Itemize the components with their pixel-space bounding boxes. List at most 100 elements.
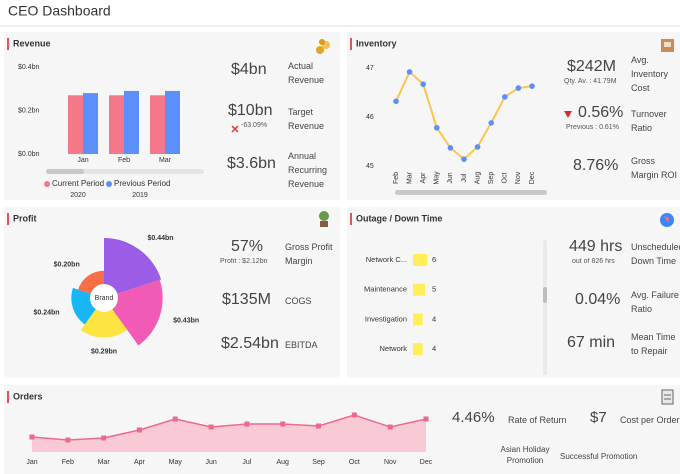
center-label: Brand (95, 295, 114, 302)
value-label: $0.44bn (147, 235, 173, 242)
x-tick-label: Jan (26, 459, 37, 466)
value-label: 4 (432, 314, 436, 323)
point (406, 69, 413, 75)
kpi-value: $135M (222, 291, 271, 308)
kpi-label: Avg. Failure Ratio (631, 290, 679, 314)
bar (68, 95, 83, 154)
kpi-value-box: 0.56% (578, 104, 623, 121)
kpi-label: Annual Recurring Revenue (288, 151, 328, 189)
kpi-value: 4.46% (452, 409, 495, 426)
bar (413, 313, 423, 326)
kpi-value: $10bn (228, 102, 273, 119)
kpi-value-box: 57% (231, 238, 263, 255)
value-label: $0.43bn (173, 317, 199, 324)
kpi-note: Profit : $2.12bn (220, 258, 268, 265)
globe-icon (660, 213, 674, 227)
scrollbar-track (46, 169, 204, 174)
kpi-label: EBITDA (285, 340, 318, 350)
title-accent (350, 38, 352, 50)
promotion: Successful Promotion (560, 452, 638, 461)
kpi-label-box: EBITDA (285, 340, 318, 350)
center-hole (90, 284, 118, 312)
kpi-value-box: 449 hrs (569, 238, 622, 255)
kpi-value-box: $2.54bn (221, 335, 279, 352)
kpi-label: Target Revenue (288, 107, 325, 131)
kpi-note-box: Qty. Av. : 41.79M (564, 78, 617, 85)
point (474, 144, 481, 150)
panel-icons (316, 39, 674, 405)
point (488, 120, 495, 126)
y-tick-label: $0.4bn (18, 64, 40, 71)
kpi-label-box: Mean Time to Repair (631, 332, 676, 356)
sector (104, 238, 162, 298)
kpi-label-box: Annual Recurring Revenue (288, 151, 328, 189)
kpi-value-box: $3.6bn (227, 155, 276, 172)
sector (80, 298, 128, 338)
kpi-value-box: $7 (590, 409, 607, 426)
kpi-label-box: Cost per Order (620, 415, 680, 425)
kpi-label-box: Rate of Return (508, 415, 567, 425)
panel-title: Orders (13, 391, 43, 401)
bar (109, 95, 124, 154)
kpi-label: Cost per Order (620, 415, 680, 425)
point (387, 424, 393, 430)
x-tick-label: Mar (406, 171, 413, 184)
x-tick-label: Jun (205, 459, 216, 466)
x-tick-label: Feb (393, 172, 400, 184)
kpi-value-box: 4.46% (452, 409, 495, 426)
panel-title: Revenue (13, 38, 51, 48)
kpi-label-box: COGS (285, 296, 312, 306)
kpi-value-box: $4bn (231, 61, 267, 78)
y-tick-label: $0.2bn (18, 107, 40, 114)
point (420, 81, 427, 87)
kpi-label: Rate of Return (508, 415, 567, 425)
point (351, 412, 357, 418)
kpi-label: Gross Profit Margin (285, 242, 333, 266)
kpi-note: Qty. Av. : 41.79M (564, 78, 617, 85)
y-tick-label: 46 (366, 114, 374, 121)
point (393, 98, 399, 105)
promotion: Asian Holiday Promotion (500, 445, 550, 465)
x-tick-label: Jul (461, 173, 468, 182)
value-label: 6 (432, 255, 436, 264)
kpi-label-box: Unscheduled Down Time (631, 242, 680, 266)
legend-dot (44, 181, 50, 187)
point (529, 83, 535, 89)
scrollbar-track (543, 240, 547, 375)
point (244, 421, 250, 427)
point (447, 145, 454, 151)
kpi-label: Gross Margin ROI (631, 156, 678, 180)
legend-label: Previous Period (114, 179, 170, 188)
point (280, 421, 286, 427)
bar (150, 95, 165, 154)
value-label: $0.20bn (54, 261, 80, 268)
x-tick-label: May (169, 459, 183, 466)
title-accent (7, 38, 9, 50)
x-tick-label: Oct (349, 459, 360, 466)
point (316, 423, 322, 429)
promotion-box: Asian Holiday Promotion (500, 445, 550, 465)
point (172, 416, 178, 422)
x-tick-label: May (434, 171, 441, 185)
x-tick-label: Apr (420, 172, 427, 184)
bar (413, 254, 428, 266)
point (101, 435, 107, 441)
x-tick-label: Sep (312, 459, 325, 466)
kpi-label-box: Turnover Ratio (631, 109, 667, 133)
kpi-note-box: -63.09% (241, 122, 268, 129)
point (208, 424, 214, 430)
scrollbar-thumb (46, 169, 84, 174)
kpi-label-box: Target Revenue (288, 107, 325, 131)
scrollbar-thumb (543, 287, 547, 303)
kpi-note: out of 826 hrs (572, 258, 615, 265)
x-tick-label: Jun (447, 172, 454, 183)
kpi-label-box: Gross Margin ROI (631, 156, 678, 180)
point (423, 416, 429, 422)
point (65, 437, 71, 443)
kpi-label-box: Avg. Failure Ratio (631, 290, 679, 314)
x-tick-label: Feb (118, 157, 130, 164)
kpi-note: -63.09% (241, 122, 268, 129)
point (515, 85, 522, 91)
legend-dot (106, 181, 112, 187)
